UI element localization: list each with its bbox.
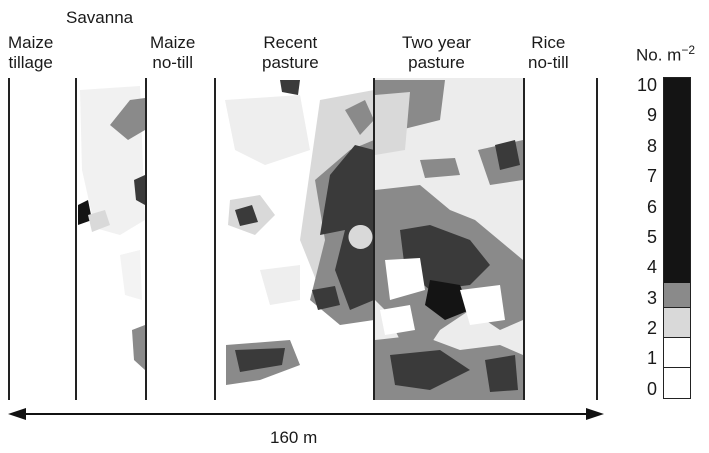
legend-tick-5: 5 — [646, 226, 657, 247]
legend-tick-7: 7 — [646, 166, 657, 187]
distance-arrow — [8, 408, 604, 420]
label-maize-tillage: Maize tillage — [8, 33, 54, 72]
legend-tick-3: 3 — [646, 287, 657, 308]
legend-band-1 — [664, 336, 690, 367]
recent-pasture-density-patches — [225, 80, 374, 385]
legend-tick-8: 8 — [646, 135, 657, 156]
plot-boundary-line — [75, 78, 77, 400]
legend-tick-4: 4 — [646, 257, 657, 278]
label-rice-no-till: Rice no-till — [528, 33, 569, 72]
legend-tick-0: 0 — [646, 378, 657, 399]
plot-boundary-line — [8, 78, 10, 400]
legend-unit-label: No. m−2 — [636, 43, 696, 65]
legend-band-0 — [664, 366, 690, 397]
legend-band-2 — [664, 306, 690, 337]
plot-boundary-line — [214, 78, 216, 400]
label-savanna: Savanna — [66, 8, 134, 27]
label-recent-pasture: Recent pasture — [262, 33, 319, 72]
legend-band-4 — [664, 78, 690, 283]
legend-tick-1: 1 — [646, 348, 657, 369]
plot-boundary-line — [523, 78, 525, 400]
legend-tick-2: 2 — [646, 318, 657, 339]
plot-boundary-line — [145, 78, 147, 400]
two-year-pasture-density-patches — [375, 78, 523, 400]
distance-label: 160 m — [270, 428, 318, 447]
plot-boundary-line — [373, 78, 375, 400]
legend-band-3 — [664, 282, 690, 307]
legend-tick-9: 9 — [646, 105, 657, 126]
legend-tick-6: 6 — [646, 196, 657, 217]
label-maize-no-till: Maize no-till — [150, 33, 196, 72]
legend-tick-10: 10 — [636, 75, 657, 96]
savanna-density-patches — [78, 86, 145, 370]
plot-boundary-line — [596, 78, 598, 400]
label-two-year-pasture: Two year pasture — [402, 33, 471, 72]
legend-color-scale — [663, 77, 691, 399]
